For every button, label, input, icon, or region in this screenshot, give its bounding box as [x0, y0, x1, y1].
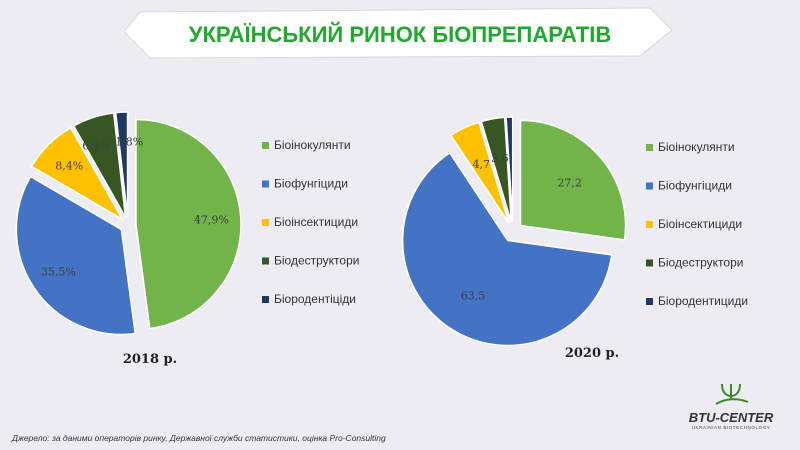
legend-swatch-biorodenticides	[262, 296, 269, 303]
pie-slice-biofungicides	[15, 175, 136, 336]
year-label-2020: 2020 р.	[565, 346, 619, 361]
legend-swatch-bioinsecticides	[646, 221, 653, 228]
slice-label-biodestructors: 3,6	[491, 152, 509, 165]
page-title: УКРАЇНСЬКИЙ РИНОК БІОПРЕПАРАТІВ	[189, 22, 611, 47]
slice-label-bioinoculants: 27,2	[557, 177, 582, 190]
legend-label-bioinoculants: Біоінокулянти	[274, 138, 351, 152]
legend-label-bioinoculants: Біоінокулянти	[658, 140, 735, 154]
legend-label-biofungicides: Біофунгіциди	[658, 179, 732, 193]
pie-slice-bioinsecticides	[449, 121, 510, 224]
legend-label-bioinsecticides: Біоінсектициди	[274, 215, 358, 229]
logo-emblem-icon	[715, 383, 749, 405]
legend-swatch-biofungicides	[646, 182, 653, 190]
title-banner	[123, 7, 673, 59]
btu-center-logo: BTU-CENTER UKRAINIAN BIOTECHNOLOGY	[689, 383, 774, 430]
legend-swatch-biofungicides	[262, 180, 269, 188]
slice-label-bioinsecticides: 4,7	[472, 158, 490, 171]
legend-label-biorodenticides: Біородентіціди	[274, 292, 356, 306]
pie-slice-biorodenticides	[114, 111, 129, 218]
legend-swatch-bioinoculants	[262, 142, 269, 149]
source-note: Джерело: за даними операторів ринку, Дер…	[11, 433, 386, 443]
pie-slice-biodestructors	[480, 116, 512, 223]
legend-label-bioinsecticides: Біоінсектициди	[658, 217, 742, 231]
legend-label-biorodenticides: Біородентициди	[658, 294, 748, 308]
pie-slice-biofungicides	[401, 151, 613, 347]
pie-slice-biorodenticides	[505, 116, 514, 223]
slice-label-biorodenticides: 1,8%	[115, 136, 143, 149]
slice-label-biodestructors: 6,4%	[82, 139, 110, 152]
pie-chart-2020: 27,2 63,5 4,7 3,6	[401, 116, 627, 347]
year-label-2018: 2018 р.	[123, 352, 177, 367]
logo-subtitle: UKRAINIAN BIOTECHNOLOGY	[692, 425, 771, 430]
pie-chart-2018: 47,9% 35,5% 8,4% 6,4% 1,8%	[15, 111, 242, 336]
legend-swatch-biorodenticides	[646, 298, 653, 305]
legend-swatch-bioinoculants	[646, 144, 653, 151]
slice-label-biofungicides: 35,5%	[41, 265, 76, 278]
legend-2020: Біоінокулянти Біофунгіциди Біоінсектициди Б…	[646, 140, 748, 308]
legend-2018: Біоінокулянти Біофунгіциди Біоінсектициди Б…	[262, 138, 359, 306]
pie-slice-bioinoculants	[519, 119, 627, 241]
slice-label-bioinsecticides: 8,4%	[55, 160, 83, 173]
legend-label-biofungicides: Біофунгіциди	[274, 177, 348, 191]
slice-label-biofungicides: 63,5	[461, 290, 486, 303]
legend-swatch-biodestructors	[646, 259, 653, 267]
pie-slice-bioinoculants	[135, 118, 242, 330]
pie-slice-bioinsecticides	[30, 126, 125, 222]
slice-label-bioinoculants: 47,9%	[194, 213, 229, 226]
pie-slice-biodestructors	[72, 112, 127, 218]
legend-label-biodestructors: Біодеструктори	[658, 256, 743, 270]
logo-name: BTU-CENTER	[689, 410, 774, 425]
legend-label-biodestructors: Біодеструктори	[274, 254, 359, 268]
legend-swatch-bioinsecticides	[262, 219, 269, 226]
legend-swatch-biodestructors	[262, 257, 269, 265]
